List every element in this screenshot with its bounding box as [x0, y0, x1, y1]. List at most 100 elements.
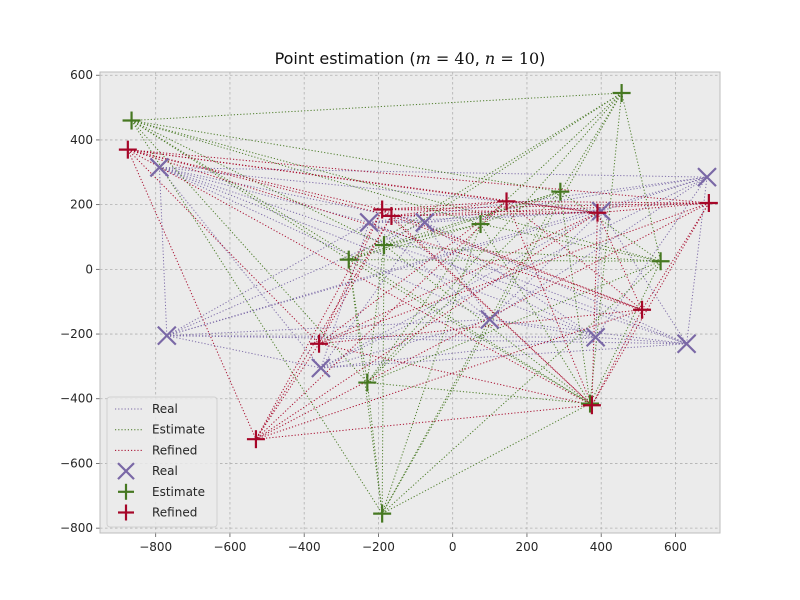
refined-connection-line	[255, 212, 598, 440]
refined-connection-line	[127, 149, 320, 345]
estimate-connection-line	[381, 191, 561, 514]
y-tick-label: −600	[60, 456, 93, 470]
estimate-connection-line	[383, 92, 622, 246]
real-marker-stroke	[311, 358, 331, 378]
grid	[100, 72, 720, 533]
refined-connection-line	[318, 212, 598, 345]
estimate-connection-line	[131, 120, 561, 193]
point-markers	[118, 84, 718, 523]
estimate-connection-line	[348, 259, 383, 514]
estimate-connection-line	[383, 223, 481, 246]
legend-label-refined: Refined	[152, 443, 197, 457]
real-connection-line	[368, 221, 596, 338]
plot-frame	[99, 71, 721, 534]
estimate-connection-line	[381, 403, 591, 515]
real-marker	[585, 327, 606, 348]
refined-marker	[497, 192, 516, 211]
refined-connection-line	[127, 149, 598, 214]
legend-estimate-marker-swatch	[118, 483, 134, 500]
real-marker-stroke	[697, 167, 717, 187]
x-tick-label: 200	[515, 540, 538, 554]
legend-label-real: Real	[152, 402, 178, 416]
estimate-connection-line	[131, 120, 591, 405]
real-connection-line	[368, 222, 491, 320]
refined-connection-line	[127, 149, 643, 311]
title-m-variable: m	[416, 49, 431, 68]
refined-connection-line	[255, 202, 710, 440]
legend-refined-marker-swatch	[118, 504, 134, 521]
real-connection-line	[166, 221, 370, 337]
real-connection-line	[368, 221, 687, 345]
real-marker-stroke	[359, 212, 379, 233]
refined-connection-line	[127, 149, 383, 210]
estimate-connection-line	[348, 223, 481, 261]
refined-connection-line	[127, 149, 709, 204]
legend-label-estimate: Estimate	[152, 485, 205, 499]
estimate-connection-line	[366, 245, 385, 383]
real-marker	[415, 212, 435, 233]
real-marker-stroke	[415, 212, 435, 233]
refined-marker	[118, 140, 137, 159]
y-tick-label: −400	[60, 392, 93, 406]
legend-label-refined: Refined	[152, 506, 197, 520]
title-n-variable: n	[485, 49, 495, 68]
real-marker-stroke	[585, 327, 606, 348]
real-connection-line	[166, 176, 708, 337]
estimate-marker	[375, 236, 394, 255]
estimate-connection-line	[589, 261, 662, 404]
estimate-connection-line	[589, 92, 623, 404]
real-connection-line	[424, 222, 491, 320]
estimate-marker	[373, 504, 392, 523]
estimate-marker	[551, 182, 570, 201]
real-connection-line	[595, 336, 687, 345]
estimate-connection-line	[131, 120, 385, 246]
estimate-marker	[651, 252, 670, 271]
estimate-connection-line	[366, 191, 561, 383]
estimate-connection-line	[366, 382, 383, 514]
x-tick-label: 0	[449, 540, 457, 554]
refined-connection-line	[255, 309, 643, 440]
legend-label-real: Real	[152, 464, 178, 478]
estimate-connection-line	[131, 120, 350, 261]
real-connection-line	[166, 221, 426, 337]
refined-marker	[373, 200, 392, 219]
real-connection-line	[369, 210, 602, 223]
real-marker	[676, 333, 697, 354]
refined-connection-line	[506, 201, 643, 311]
title-prefix: Point estimation (	[275, 49, 416, 68]
x-tick-label: 600	[664, 540, 687, 554]
legend: Real Estimate Refined Real Estimate Refined	[106, 396, 218, 528]
estimate-connection-line	[559, 191, 591, 404]
real-marker-stroke	[149, 157, 170, 178]
real-connection-line	[166, 318, 490, 337]
real-marker-stroke	[591, 201, 611, 221]
estimate-connection-line	[367, 382, 591, 405]
real-connection-line	[166, 335, 322, 369]
refined-connection-line	[591, 202, 710, 406]
real-connection-line	[320, 222, 426, 369]
refined-connection-line	[391, 212, 598, 217]
real-connection-line	[159, 167, 322, 369]
title-separator: ,	[475, 49, 485, 68]
refined-marker	[246, 430, 265, 449]
axis-ticks: −800 −600 −400 −200 0 200 400 600 −800 −600 −400 −2…	[60, 68, 687, 554]
estimate-connection-line	[560, 191, 661, 262]
estimate-marker	[612, 84, 631, 103]
refined-marker	[582, 396, 601, 415]
refined-connection-line	[318, 215, 392, 344]
title-n-value: = 10	[495, 49, 539, 68]
estimate-connection-line	[348, 92, 622, 261]
refined-connection-line	[255, 209, 383, 440]
real-connection-line	[489, 210, 602, 320]
refined-marker	[310, 334, 329, 353]
real-marker	[311, 358, 331, 378]
y-tick-label: −200	[60, 327, 93, 341]
real-connection-line	[489, 318, 687, 345]
real-connection-line	[686, 177, 708, 344]
estimate-connection-line	[131, 120, 368, 383]
estimate-marker	[358, 373, 377, 392]
real-connection-line	[320, 336, 596, 369]
title-suffix: )	[539, 49, 545, 68]
x-tick-label: −800	[139, 540, 172, 554]
